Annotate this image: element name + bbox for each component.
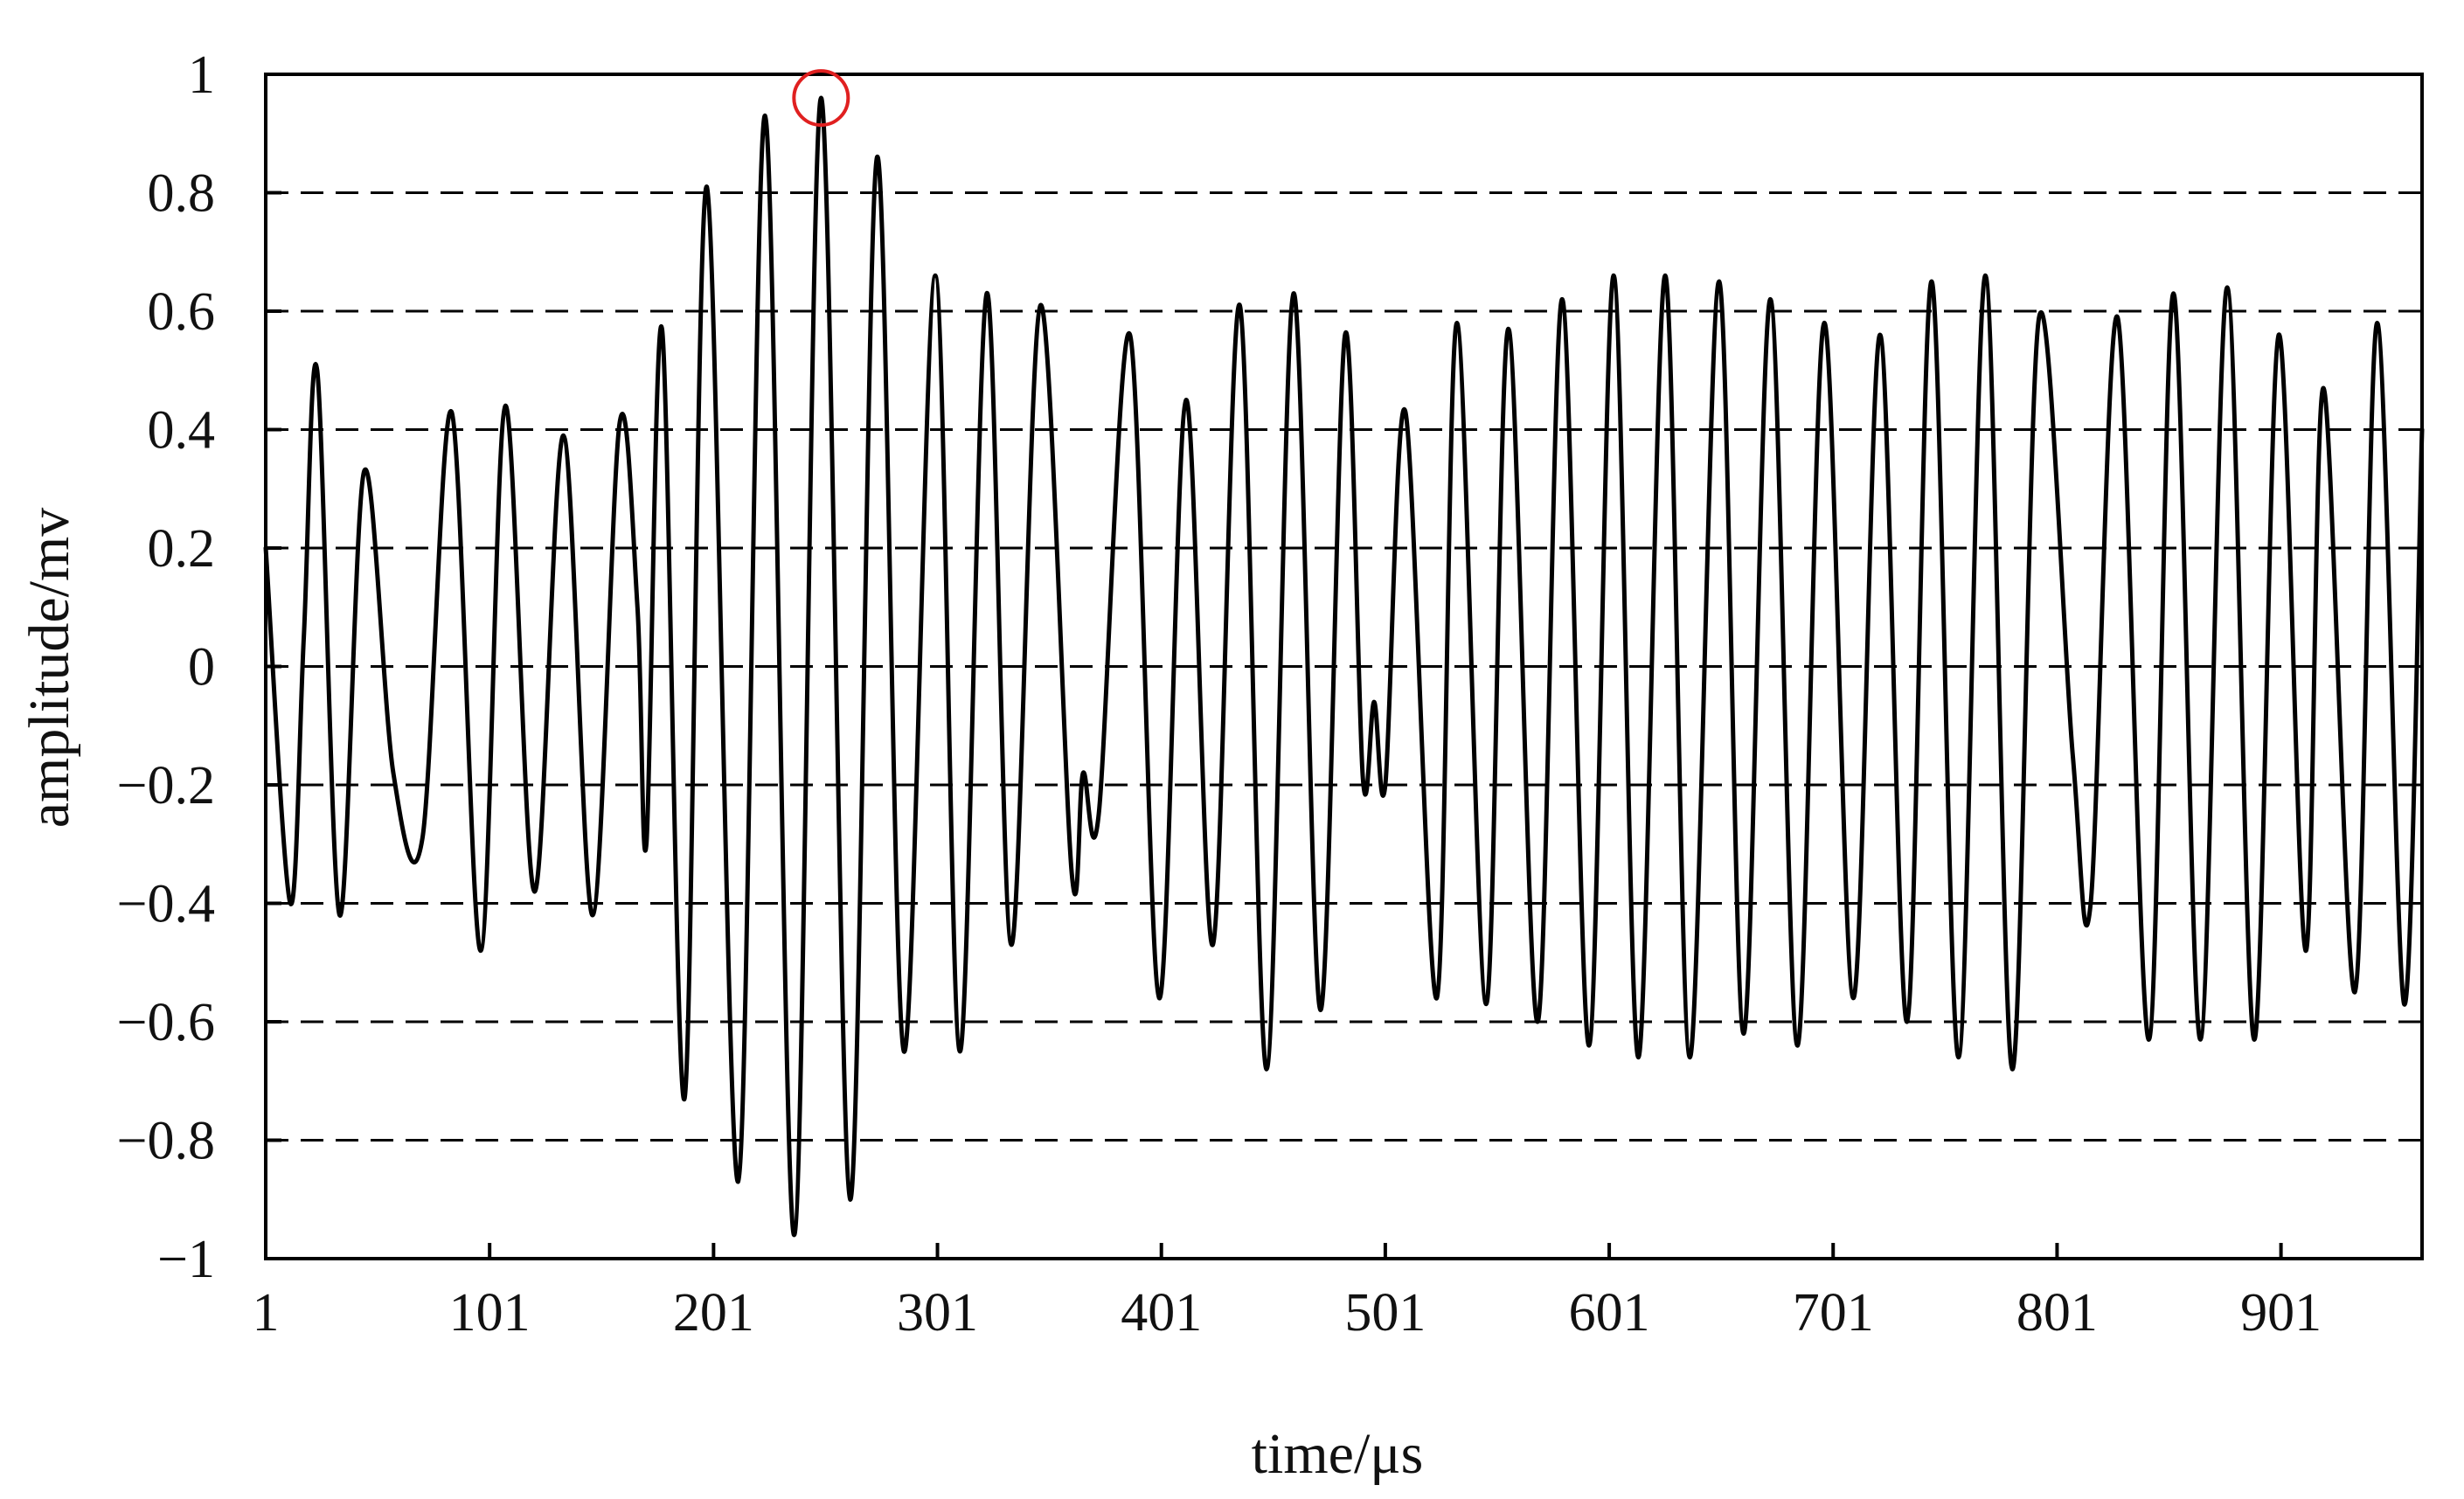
y-tick-label: 0 xyxy=(188,638,215,697)
x-tick-label: 401 xyxy=(1121,1283,1202,1343)
x-tick-label: 501 xyxy=(1344,1283,1426,1343)
ticks xyxy=(264,73,2283,1260)
y-tick-label: 1 xyxy=(188,45,215,105)
y-tick-label: 0.2 xyxy=(148,519,216,579)
y-tick-label: 0.8 xyxy=(148,164,216,224)
y-tick-label: 0.4 xyxy=(148,401,216,461)
series-line-0 xyxy=(263,95,2425,1238)
peak-marker-circle xyxy=(792,69,850,128)
x-tick-label: 801 xyxy=(2016,1283,2098,1343)
x-tick-label: 701 xyxy=(1793,1283,1874,1343)
series-layer xyxy=(263,95,2425,1238)
x-tick-label: 1 xyxy=(253,1283,280,1343)
x-tick-label: 301 xyxy=(897,1283,978,1343)
x-axis-label: time/μs xyxy=(1252,1422,1424,1486)
y-tick-label: −1 xyxy=(157,1230,215,1289)
y-tick-label: 0.6 xyxy=(148,282,216,342)
y-tick-label: −0.6 xyxy=(117,993,215,1052)
y-tick-label: −0.8 xyxy=(117,1112,215,1171)
highlight-layer xyxy=(792,69,850,128)
y-tick-label: −0.2 xyxy=(117,756,215,815)
tick-labels: 1 101 201 301 401 501 601 701 801 901 −1 −0.8 −0.6 −0… xyxy=(117,45,2322,1343)
x-tick-label: 101 xyxy=(449,1283,531,1343)
x-tick-label: 601 xyxy=(1569,1283,1650,1343)
x-tick-label: 901 xyxy=(2240,1283,2322,1343)
y-axis-label: amplitude/mv xyxy=(17,508,81,829)
x-tick-label: 201 xyxy=(673,1283,754,1343)
y-tick-label: −0.4 xyxy=(117,875,215,934)
